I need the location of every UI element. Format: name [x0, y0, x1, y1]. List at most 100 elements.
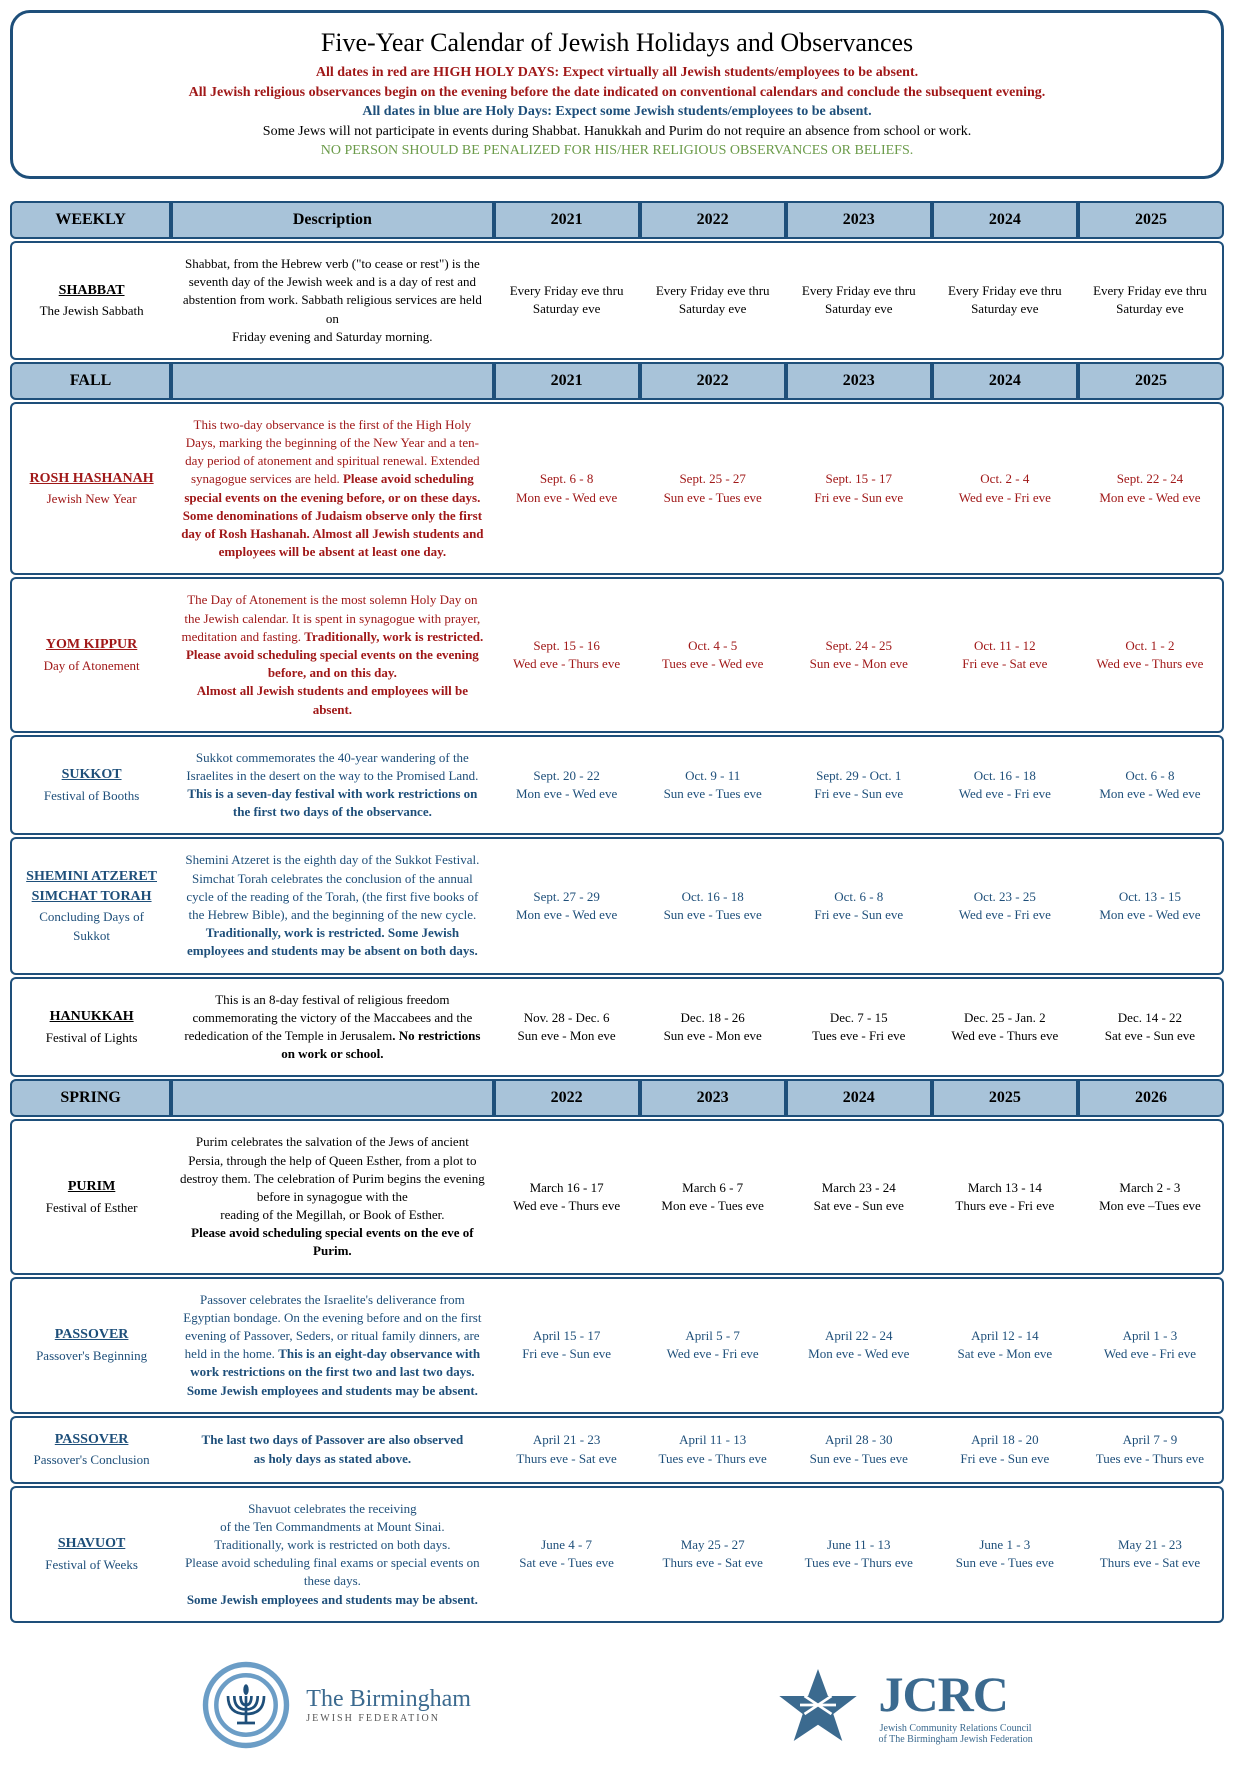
- passover1-sub: Passover's Beginning: [20, 1347, 163, 1365]
- yomkippur-d2: Oct. 4 - 5Tues eve - Wed eve: [640, 577, 786, 732]
- weekly-y3: 2023: [786, 201, 932, 239]
- weekly-header-row: WEEKLY Description 2021 2022 2023 2024 2…: [10, 201, 1224, 239]
- fall-label: FALL: [10, 362, 171, 400]
- spring-y4: 2025: [932, 1079, 1078, 1117]
- hanukkah-row: HANUKKAH Festival of Lights This is an 8-…: [10, 977, 1224, 1078]
- shavuot-row: SHAVUOTFestival of Weeks Shavuot celebra…: [10, 1486, 1224, 1623]
- fall-header-row: FALL 2021 2022 2023 2024 2025: [10, 362, 1224, 400]
- weekly-y4: 2024: [932, 201, 1078, 239]
- shabbat-name-cell: SHABBAT The Jewish Sabbath: [10, 241, 171, 360]
- passover1-name: PASSOVER: [20, 1325, 163, 1345]
- purim-d2: March 6 - 7Mon eve - Tues eve: [640, 1119, 786, 1274]
- passover2-sub: Passover's Conclusion: [20, 1451, 163, 1469]
- hanukkah-sub: Festival of Lights: [20, 1029, 163, 1047]
- hanukkah-name: HANUKKAH: [20, 1007, 163, 1027]
- rosh-d5: Sept. 22 - 24Mon eve - Wed eve: [1078, 402, 1224, 576]
- yomkippur-row: YOM KIPPURDay of Atonement The Day of At…: [10, 577, 1224, 732]
- weekly-y1: 2021: [494, 201, 640, 239]
- yomkippur-d3: Sept. 24 - 25Sun eve - Mon eve: [786, 577, 932, 732]
- passover1-d1: April 15 - 17Fri eve - Sun eve: [494, 1277, 640, 1414]
- shemini-d3: Oct. 6 - 8Fri eve - Sun eve: [786, 837, 932, 974]
- sukkot-d1: Sept. 20 - 22Mon eve - Wed eve: [494, 735, 640, 836]
- passover2-desc: The last two days of Passover are also o…: [171, 1416, 493, 1484]
- jcrc-sub2: of The Birmingham Jewish Federation: [878, 1734, 1032, 1745]
- shabbat-row: SHABBAT The Jewish Sabbath Shabbat, from…: [10, 241, 1224, 360]
- yomkippur-sub: Day of Atonement: [20, 657, 163, 675]
- sukkot-d4: Oct. 16 - 18Wed eve - Fri eve: [932, 735, 1078, 836]
- yomkippur-d1: Sept. 15 - 16Wed eve - Thurs eve: [494, 577, 640, 732]
- passover2-d2: April 11 - 13Tues eve - Thurs eve: [640, 1416, 786, 1484]
- shabbat-sub: The Jewish Sabbath: [20, 302, 163, 320]
- yomkippur-name: YOM KIPPUR: [20, 635, 163, 655]
- passover1-desc: Passover celebrates the Israelite's deli…: [171, 1277, 493, 1414]
- page-title: Five-Year Calendar of Jewish Holidays an…: [33, 28, 1201, 58]
- sukkot-name: SUKKOT: [20, 765, 163, 785]
- shabbat-d3: Every Friday eve thruSaturday eve: [786, 241, 932, 360]
- passover2-row: PASSOVERPassover's Conclusion The last t…: [10, 1416, 1224, 1484]
- passover1-row: PASSOVER Passover's Beginning Passover ce…: [10, 1277, 1224, 1414]
- jcrc-text: JCRC: [878, 1665, 1032, 1723]
- shavuot-d5: May 21 - 23Thurs eve - Sat eve: [1078, 1486, 1224, 1623]
- spring-y3: 2024: [786, 1079, 932, 1117]
- hanukkah-d4: Dec. 25 - Jan. 2Wed eve - Thurs eve: [932, 977, 1078, 1078]
- spring-y2: 2023: [640, 1079, 786, 1117]
- sukkot-sub: Festival of Booths: [20, 787, 163, 805]
- yomkippur-d5: Oct. 1 - 2Wed eve - Thurs eve: [1078, 577, 1224, 732]
- purim-name: PURIM: [20, 1177, 163, 1197]
- shabbat-desc: Shabbat, from the Hebrew verb ("to cease…: [171, 241, 493, 360]
- header-box: Five-Year Calendar of Jewish Holidays an…: [10, 10, 1224, 179]
- yomkippur-d4: Oct. 11 - 12Fri eve - Sat eve: [932, 577, 1078, 732]
- shemini-d4: Oct. 23 - 25Wed eve - Fri eve: [932, 837, 1078, 974]
- desc-label: Description: [171, 201, 493, 239]
- shabbat-d4: Every Friday eve thruSaturday eve: [932, 241, 1078, 360]
- rosh-desc: This two-day observance is the first of …: [171, 402, 493, 576]
- rosh-sub: Jewish New Year: [20, 490, 163, 508]
- spring-header-row: SPRING 2022 2023 2024 2025 2026: [10, 1079, 1224, 1117]
- shemini-row: SHEMINI ATZERETSIMCHAT TORAHConcluding D…: [10, 837, 1224, 974]
- shavuot-d2: May 25 - 27Thurs eve - Sat eve: [640, 1486, 786, 1623]
- passover2-d4: April 18 - 20Fri eve - Sun eve: [932, 1416, 1078, 1484]
- rosh-d4: Oct. 2 - 4Wed eve - Fri eve: [932, 402, 1078, 576]
- header-line1: All dates in red are HIGH HOLY DAYS: Exp…: [33, 63, 1201, 83]
- rosh-d2: Sept. 25 - 27Sun eve - Tues eve: [640, 402, 786, 576]
- bjf-logo: The Birmingham JEWISH FEDERATION: [201, 1660, 471, 1750]
- purim-desc: Purim celebrates the salvation of the Je…: [171, 1119, 493, 1274]
- shavuot-name: SHAVUOT: [20, 1534, 163, 1554]
- weekly-y2: 2022: [640, 201, 786, 239]
- header-line3: All dates in blue are Holy Days: Expect …: [33, 102, 1201, 122]
- hanukkah-desc: This is an 8-day festival of religious f…: [171, 977, 493, 1078]
- star-icon: [773, 1660, 863, 1750]
- sukkot-d5: Oct. 6 - 8Mon eve - Wed eve: [1078, 735, 1224, 836]
- rosh-row: ROSH HASHANAHJewish New Year This two-da…: [10, 402, 1224, 576]
- sukkot-desc: Sukkot commemorates the 40-year wanderin…: [171, 735, 493, 836]
- header-line2: All Jewish religious observances begin o…: [33, 83, 1201, 103]
- hanukkah-d1: Nov. 28 - Dec. 6Sun eve - Mon eve: [494, 977, 640, 1078]
- calendar-table: WEEKLY Description 2021 2022 2023 2024 2…: [10, 199, 1224, 1625]
- bjf-sub-text: JEWISH FEDERATION: [306, 1713, 471, 1724]
- purim-sub: Festival of Esther: [20, 1199, 163, 1217]
- purim-d5: March 2 - 3Mon eve –Tues eve: [1078, 1119, 1224, 1274]
- weekly-y5: 2025: [1078, 201, 1224, 239]
- jcrc-sub1: Jewish Community Relations Council: [878, 1723, 1032, 1734]
- fall-y3: 2023: [786, 362, 932, 400]
- spring-y1: 2022: [494, 1079, 640, 1117]
- rosh-d1: Sept. 6 - 8Mon eve - Wed eve: [494, 402, 640, 576]
- passover1-d5: April 1 - 3Wed eve - Fri eve: [1078, 1277, 1224, 1414]
- shemini-desc: Shemini Atzeret is the eighth day of the…: [171, 837, 493, 974]
- shemini-name1: SHEMINI ATZERET: [20, 867, 163, 887]
- purim-d4: March 13 - 14Thurs eve - Fri eve: [932, 1119, 1078, 1274]
- shemini-d5: Oct. 13 - 15Mon eve - Wed eve: [1078, 837, 1224, 974]
- shemini-sub: Concluding Days of Sukkot: [20, 908, 163, 944]
- shavuot-sub: Festival of Weeks: [20, 1556, 163, 1574]
- sukkot-row: SUKKOT Festival of Booths Sukkot commemor…: [10, 735, 1224, 836]
- shabbat-d1: Every Friday eve thruSaturday eve: [494, 241, 640, 360]
- shemini-d2: Oct. 16 - 18Sun eve - Tues eve: [640, 837, 786, 974]
- weekly-label: WEEKLY: [10, 201, 171, 239]
- purim-d1: March 16 - 17Wed eve - Thurs eve: [494, 1119, 640, 1274]
- shemini-name2: SIMCHAT TORAH: [20, 887, 163, 907]
- passover2-d5: April 7 - 9Tues eve - Thurs eve: [1078, 1416, 1224, 1484]
- header-line4: Some Jews will not participate in events…: [33, 122, 1201, 142]
- hanukkah-d3: Dec. 7 - 15Tues eve - Fri eve: [786, 977, 932, 1078]
- rosh-name: ROSH HASHANAH: [20, 469, 163, 489]
- hanukkah-d2: Dec. 18 - 26Sun eve - Mon eve: [640, 977, 786, 1078]
